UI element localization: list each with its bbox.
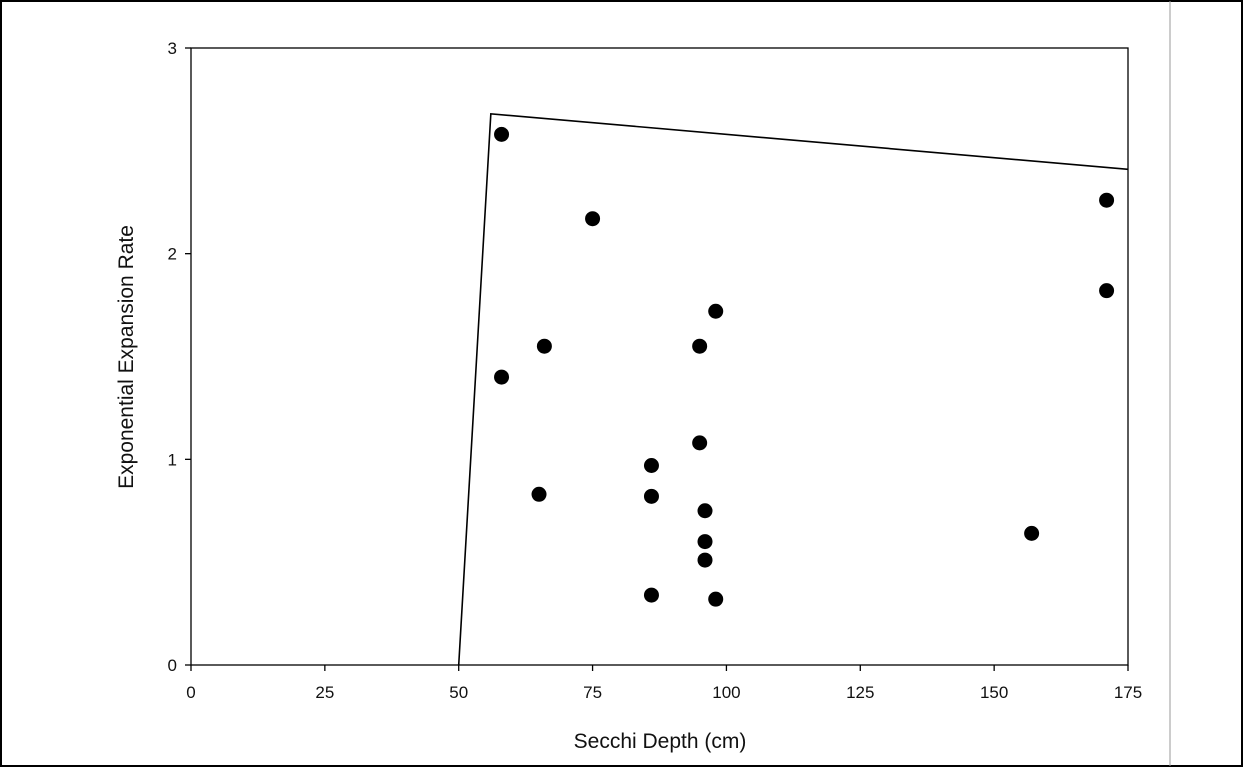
data-point bbox=[643, 488, 659, 504]
y-tick-label: 2 bbox=[168, 245, 177, 264]
data-point bbox=[531, 486, 547, 502]
data-points bbox=[494, 126, 1115, 607]
data-point bbox=[692, 435, 708, 451]
x-axis-label: Secchi Depth (cm) bbox=[574, 730, 747, 753]
y-tick-label: 0 bbox=[168, 656, 177, 675]
x-tick-label: 50 bbox=[449, 683, 468, 702]
x-tick-label: 175 bbox=[1114, 683, 1142, 702]
data-point bbox=[643, 587, 659, 603]
data-point bbox=[494, 126, 510, 142]
x-axis-ticks: 0 25 50 75 100 125 150 175 bbox=[186, 665, 1142, 702]
y-axis-ticks: 0 1 2 3 bbox=[168, 39, 191, 675]
envelope-line bbox=[457, 112, 1129, 666]
data-point bbox=[708, 303, 724, 319]
data-point bbox=[1099, 192, 1115, 208]
data-point bbox=[697, 503, 713, 519]
plot-area-frame bbox=[190, 47, 1129, 666]
envelope-layer bbox=[457, 112, 1129, 666]
data-point bbox=[585, 211, 601, 227]
data-point bbox=[708, 591, 724, 607]
x-tick-label: 125 bbox=[846, 683, 874, 702]
data-point bbox=[697, 534, 713, 550]
y-axis-label: Exponential Expansion Rate bbox=[115, 225, 138, 489]
y-tick-label: 3 bbox=[168, 39, 177, 58]
x-tick-label: 75 bbox=[583, 683, 602, 702]
data-point bbox=[1099, 283, 1115, 299]
data-point bbox=[692, 338, 708, 354]
data-point bbox=[494, 369, 510, 385]
y-tick-label: 1 bbox=[168, 450, 177, 469]
data-point bbox=[643, 458, 659, 474]
data-point bbox=[697, 552, 713, 568]
x-tick-label: 150 bbox=[980, 683, 1008, 702]
x-tick-label: 25 bbox=[315, 683, 334, 702]
x-tick-label: 0 bbox=[186, 683, 195, 702]
x-tick-label: 100 bbox=[712, 683, 740, 702]
data-point bbox=[536, 338, 552, 354]
data-point bbox=[1024, 525, 1040, 541]
